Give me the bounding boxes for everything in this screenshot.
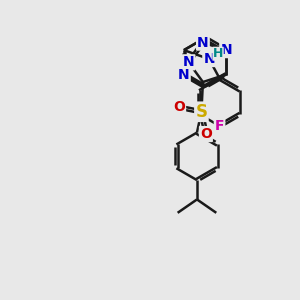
Text: H: H — [213, 47, 223, 60]
Text: N: N — [197, 36, 209, 50]
Text: N: N — [183, 55, 194, 69]
Text: N: N — [220, 43, 232, 57]
Text: F: F — [215, 119, 224, 133]
Text: N: N — [203, 52, 215, 66]
Text: S: S — [195, 103, 207, 121]
Text: N: N — [178, 68, 190, 82]
Text: O: O — [200, 127, 212, 141]
Text: O: O — [173, 100, 185, 114]
